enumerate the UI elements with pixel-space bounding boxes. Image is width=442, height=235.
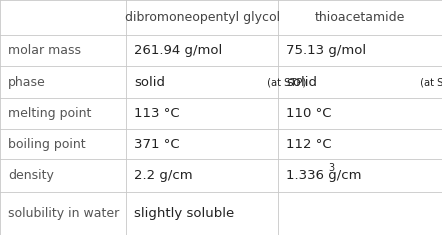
Text: slightly soluble: slightly soluble xyxy=(134,207,234,220)
Text: 2.2 g/cm: 2.2 g/cm xyxy=(134,169,193,182)
Text: molar mass: molar mass xyxy=(8,44,81,57)
Text: phase: phase xyxy=(8,75,46,89)
Text: solid: solid xyxy=(134,75,165,89)
Text: 371 °C: 371 °C xyxy=(134,137,179,151)
Text: solubility in water: solubility in water xyxy=(8,207,119,220)
Text: 3: 3 xyxy=(329,163,335,173)
Text: density: density xyxy=(8,169,54,182)
Text: dibromoneopentyl glycol: dibromoneopentyl glycol xyxy=(125,11,280,24)
Text: (at STP): (at STP) xyxy=(264,77,306,87)
Text: 113 °C: 113 °C xyxy=(134,107,179,120)
Text: 261.94 g/mol: 261.94 g/mol xyxy=(134,44,222,57)
Text: (at STP): (at STP) xyxy=(416,77,442,87)
Text: thioacetamide: thioacetamide xyxy=(315,11,405,24)
Text: 75.13 g/mol: 75.13 g/mol xyxy=(286,44,366,57)
Text: solid: solid xyxy=(286,75,317,89)
Text: 110 °C: 110 °C xyxy=(286,107,332,120)
Text: melting point: melting point xyxy=(8,107,91,120)
Text: 112 °C: 112 °C xyxy=(286,137,332,151)
Text: 1.336 g/cm: 1.336 g/cm xyxy=(286,169,362,182)
Text: boiling point: boiling point xyxy=(8,137,86,151)
